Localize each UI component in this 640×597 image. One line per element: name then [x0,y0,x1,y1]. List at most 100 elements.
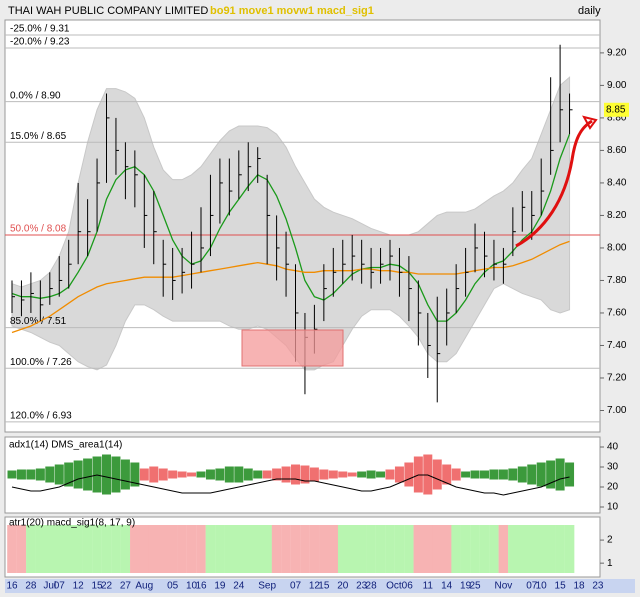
x-tick-label: 05 [167,581,179,592]
signal-band [564,525,575,573]
signal-band [196,525,206,573]
dms-bar [262,470,272,479]
signal-band [404,525,414,573]
x-tick-label: 28 [25,581,37,592]
dms-bar [253,470,263,479]
dms-bar [83,458,93,491]
adx-line [11,474,570,496]
moving-average [11,133,571,322]
x-tick-label: 11 [423,581,434,592]
x-tick-label: 23 [592,581,604,592]
signal-band [177,525,187,573]
x-tick-label: 14 [441,581,453,592]
dms-bar [442,464,452,485]
x-tick-label: 15 [318,581,330,592]
dms-bar [291,464,300,485]
arrow-head [582,115,598,130]
signal-band [508,525,518,573]
y-tick-label: 8.20 [607,210,627,221]
level-label: 15.0% / 8.65 [10,131,67,142]
signal-band [158,525,168,573]
signal-band [555,525,565,573]
signal-band [54,525,65,573]
signal-band [271,525,282,573]
signal-band [290,525,301,573]
y-tick-label: 9.00 [607,80,627,91]
signal-band [423,525,433,573]
dms-bar [328,470,338,479]
x-tick-label: Sep [258,581,276,592]
signal-band [252,525,263,573]
y-tick-label: 1 [607,558,613,569]
level-label: 0.0% / 8.90 [10,90,61,101]
dms-bar [309,467,319,482]
signal-band [101,525,112,573]
signal-band [328,525,339,573]
period: daily [578,5,601,17]
dms-bar [281,466,291,483]
panel-title: adx1(14) DMS_area1(14) [9,440,122,451]
y-tick-label: 7.80 [607,275,627,286]
y-tick-label: 8.00 [607,243,627,254]
signal-band [111,525,121,573]
signal-band [139,525,150,573]
dms-bar [130,462,140,487]
signal-band [375,525,386,573]
signal-band [215,525,225,573]
dms-bar [555,458,565,491]
dms-bar [7,470,17,479]
x-tick-label: Aug [135,581,153,592]
indicator-list: bo91 move1 movw1 macd_sig1 [210,5,374,17]
signal-band [347,525,357,573]
x-tick-label: 27 [120,581,132,592]
signal-band [243,525,254,573]
x-tick-label: 19 [460,581,472,592]
dms-bar [168,470,178,479]
signal-band [545,525,556,573]
signal-band [432,525,443,573]
signal-band [489,525,499,573]
signal-band [356,525,367,573]
signal-band [73,525,83,573]
dms-bar [215,468,225,481]
y-tick-label: 40 [607,442,619,453]
dms-bar [565,462,575,487]
dms-bar [480,470,489,479]
dms-bar [319,469,329,480]
signal-band [26,525,36,573]
dms-bar [536,462,546,487]
x-tick-label: 07 [54,581,66,592]
x-tick-label: 28 [366,581,378,592]
dms-bar [196,471,206,478]
signal-band [186,525,197,573]
signal-band [92,525,102,573]
x-tick-label: Oct06 [386,581,413,592]
signal-band [262,525,272,573]
x-tick-label: 24 [233,581,245,592]
dms-bar [26,469,36,480]
x-tick-label: 10 [536,581,548,592]
y-tick-label: 7.40 [607,340,627,351]
dms-bar [177,471,187,478]
dms-bar [508,468,518,481]
dms-bar [45,466,55,483]
y-tick-label: 8.40 [607,178,627,189]
annotation-arrow [515,119,593,248]
dms-bar [366,470,376,479]
bollinger-band [11,76,571,371]
signal-band [413,525,424,573]
level-label: 100.0% / 7.26 [10,357,72,368]
dms-bar [73,460,83,489]
level-label: 120.0% / 6.93 [10,411,72,422]
dms-bar [461,471,471,478]
level-label: -25.0% / 9.31 [10,24,70,35]
signal-band [63,525,74,573]
signal-band [460,525,471,573]
x-tick-label: 16 [6,581,18,592]
last-price: 8.85 [606,104,626,115]
x-tick-label: 07 [526,581,538,592]
y-tick-label: 30 [607,462,619,473]
dms-bar [243,468,253,481]
signal-band [536,525,546,573]
